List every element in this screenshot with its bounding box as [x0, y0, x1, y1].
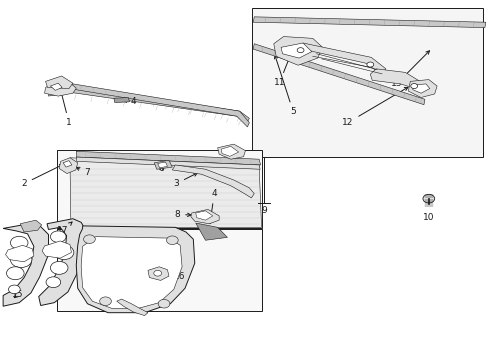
- Text: 2: 2: [21, 165, 63, 188]
- Text: 7: 7: [76, 167, 90, 177]
- Polygon shape: [148, 267, 168, 280]
- Polygon shape: [76, 226, 194, 313]
- Polygon shape: [81, 237, 182, 309]
- Polygon shape: [253, 17, 485, 28]
- Text: 16: 16: [155, 272, 185, 281]
- Bar: [57, 229, 261, 311]
- Circle shape: [366, 62, 373, 67]
- Circle shape: [100, 297, 111, 306]
- Text: 4: 4: [208, 189, 217, 224]
- Polygon shape: [407, 80, 436, 98]
- Circle shape: [50, 231, 66, 242]
- Bar: [57, 149, 261, 228]
- Text: 12: 12: [342, 87, 407, 127]
- Circle shape: [166, 236, 178, 244]
- Polygon shape: [42, 241, 71, 258]
- Circle shape: [83, 235, 95, 243]
- Polygon shape: [45, 76, 73, 89]
- Text: 3: 3: [173, 173, 197, 188]
- Circle shape: [422, 194, 434, 203]
- Text: 14: 14: [28, 222, 40, 231]
- Polygon shape: [20, 220, 41, 232]
- Polygon shape: [39, 219, 86, 306]
- Circle shape: [8, 285, 20, 294]
- Polygon shape: [158, 162, 167, 168]
- Text: 1: 1: [60, 92, 72, 127]
- Text: 17: 17: [57, 222, 72, 235]
- Polygon shape: [221, 146, 238, 156]
- Polygon shape: [48, 84, 249, 123]
- Circle shape: [297, 48, 304, 53]
- Polygon shape: [190, 210, 219, 224]
- Polygon shape: [253, 44, 424, 105]
- Polygon shape: [369, 69, 419, 88]
- Text: 6: 6: [159, 164, 164, 173]
- Polygon shape: [195, 211, 212, 220]
- Circle shape: [50, 261, 68, 274]
- Polygon shape: [59, 158, 78, 174]
- Text: 13: 13: [390, 51, 428, 89]
- Polygon shape: [412, 84, 429, 93]
- Polygon shape: [44, 81, 76, 96]
- Polygon shape: [281, 43, 311, 58]
- Polygon shape: [63, 161, 72, 167]
- Polygon shape: [70, 158, 261, 227]
- Circle shape: [158, 300, 169, 308]
- Circle shape: [10, 252, 32, 267]
- Polygon shape: [71, 84, 249, 127]
- Polygon shape: [300, 43, 385, 74]
- Polygon shape: [172, 165, 254, 198]
- Text: 4: 4: [123, 97, 136, 106]
- Circle shape: [10, 236, 28, 249]
- Text: 10: 10: [422, 213, 434, 222]
- Polygon shape: [3, 224, 48, 306]
- Polygon shape: [195, 223, 227, 240]
- Text: 8: 8: [174, 210, 190, 219]
- Circle shape: [46, 277, 61, 288]
- Circle shape: [6, 267, 24, 280]
- Polygon shape: [76, 151, 260, 165]
- Text: 15: 15: [12, 290, 23, 299]
- Polygon shape: [117, 299, 148, 316]
- Text: 18: 18: [106, 290, 129, 304]
- Text: 11: 11: [273, 51, 291, 87]
- Polygon shape: [273, 37, 322, 65]
- Text: 9: 9: [261, 206, 266, 215]
- Polygon shape: [50, 83, 62, 90]
- Bar: [251, 8, 483, 157]
- Polygon shape: [114, 98, 129, 103]
- Circle shape: [410, 84, 417, 89]
- Polygon shape: [154, 160, 172, 169]
- Circle shape: [154, 270, 161, 276]
- Circle shape: [54, 245, 74, 260]
- Polygon shape: [217, 144, 245, 159]
- Text: 5: 5: [274, 55, 296, 116]
- Polygon shape: [5, 245, 34, 262]
- Polygon shape: [76, 157, 260, 169]
